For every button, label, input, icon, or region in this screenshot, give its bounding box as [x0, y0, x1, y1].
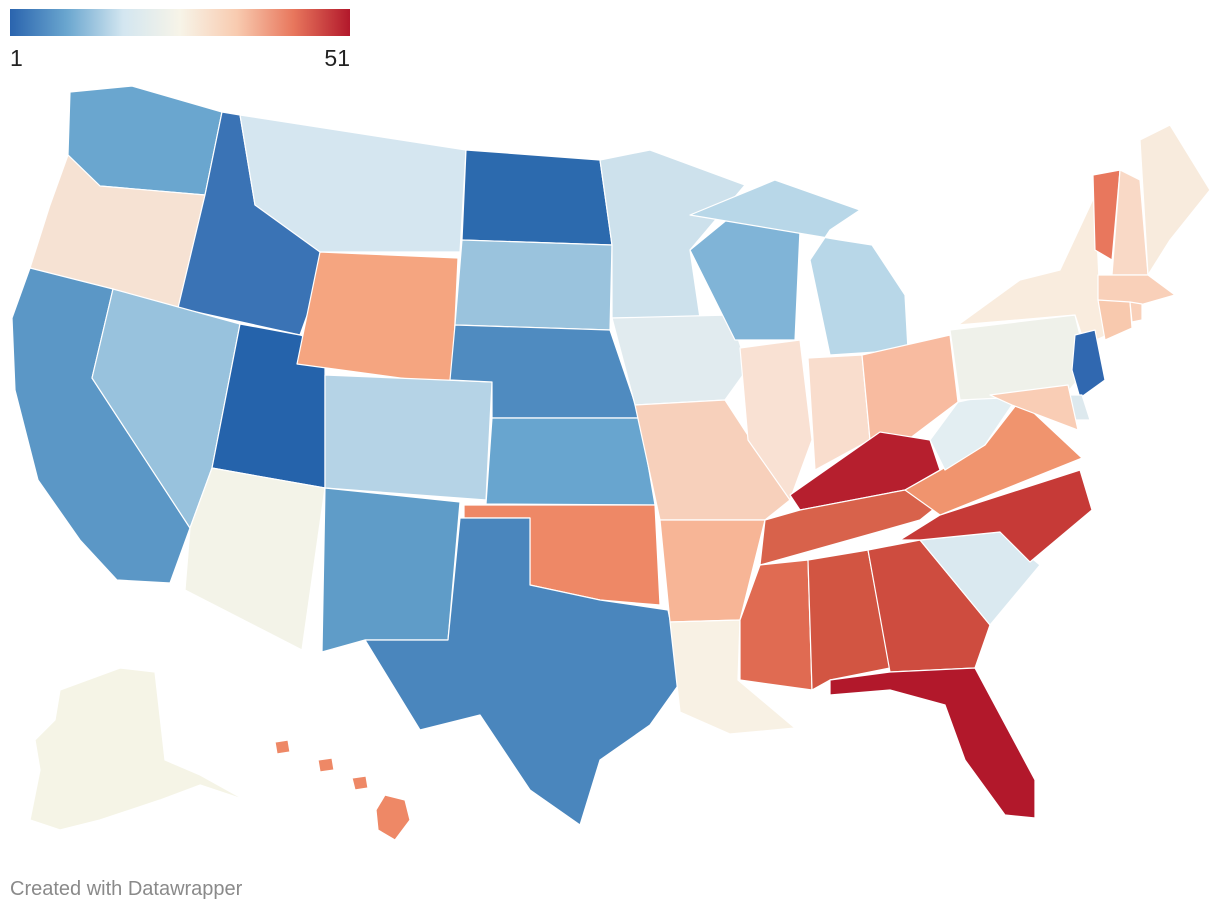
state-MN[interactable] — [599, 149, 746, 319]
state-CT[interactable] — [1097, 299, 1133, 341]
state-NM[interactable] — [321, 487, 461, 653]
state-CO[interactable] — [324, 374, 493, 501]
state-AK[interactable] — [29, 667, 246, 831]
state-VT[interactable] — [1092, 169, 1121, 261]
state-IA[interactable] — [611, 314, 749, 406]
state-MO[interactable] — [634, 399, 791, 521]
state-MS[interactable] — [739, 559, 813, 691]
state-NJ[interactable] — [1071, 329, 1106, 399]
legend-min-label: 1 — [10, 45, 23, 71]
state-RI[interactable] — [1129, 301, 1143, 323]
state-HI-maui[interactable] — [351, 775, 369, 791]
state-MT[interactable] — [239, 114, 467, 253]
state-ME[interactable] — [1139, 124, 1211, 276]
credit-line: Created with Datawrapper — [10, 878, 243, 900]
state-HI-kauai[interactable] — [274, 739, 291, 755]
state-IL[interactable] — [739, 339, 813, 501]
state-FL[interactable] — [829, 667, 1036, 819]
state-HI-big-island[interactable] — [375, 794, 411, 841]
state-NC[interactable] — [899, 469, 1093, 563]
state-AZ[interactable] — [184, 467, 326, 651]
state-WY[interactable] — [296, 251, 459, 386]
state-MD[interactable] — [989, 384, 1079, 431]
state-HI[interactable] — [274, 739, 411, 841]
state-AL[interactable] — [807, 549, 891, 691]
state-SD[interactable] — [454, 239, 613, 331]
state-KS[interactable] — [485, 417, 656, 506]
state-TX[interactable] — [364, 517, 683, 826]
state-ND[interactable] — [461, 149, 613, 246]
state-MI[interactable] — [689, 179, 909, 356]
state-OH[interactable] — [861, 334, 959, 443]
state-HI-oahu[interactable] — [317, 757, 335, 773]
legend-max-label: 51 — [324, 45, 350, 71]
color-legend: 1 51 — [10, 9, 350, 71]
state-MA[interactable] — [1097, 274, 1176, 306]
legend-gradient — [10, 9, 350, 36]
state-GA[interactable] — [867, 539, 991, 673]
